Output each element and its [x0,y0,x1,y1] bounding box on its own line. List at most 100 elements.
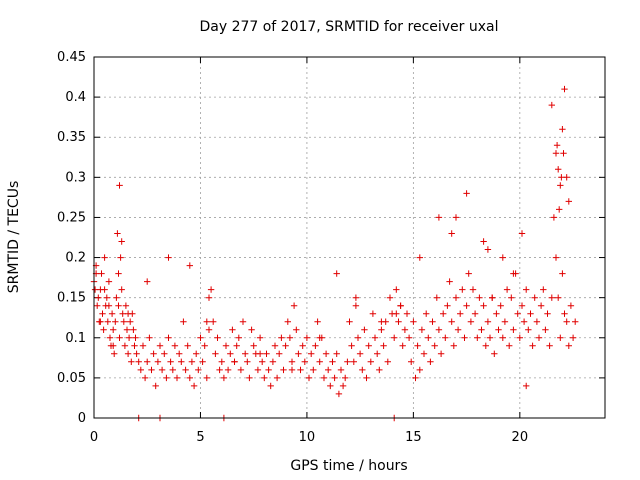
data-point [518,302,526,309]
data-point [115,302,122,309]
data-point [121,342,129,349]
data-point [312,342,319,349]
data-point [239,318,247,325]
y-tick-label: 0.25 [57,210,86,225]
data-point [186,262,193,269]
y-tick-label: 0 [78,411,86,426]
data-point [510,270,517,277]
data-point [329,358,336,365]
data-point [144,278,151,285]
data-point [115,270,122,277]
data-point [99,310,106,317]
data-point [98,270,105,277]
data-point [284,318,291,325]
data-point [339,382,347,390]
data-point [261,374,268,382]
y-tick-label: 0.05 [57,371,86,386]
data-point [229,326,236,333]
y-tick-label: 0.3 [65,170,86,185]
data-point [561,310,568,317]
data-point [446,278,453,285]
data-point [97,318,104,325]
data-point [535,334,543,341]
data-point [235,334,242,341]
data-point [354,334,362,341]
data-point [384,358,391,365]
data-point [246,374,253,382]
data-point [435,214,443,221]
data-point [256,350,264,357]
y-tick-label: 0.35 [57,130,86,145]
data-point [227,350,234,357]
data-point [167,358,174,365]
data-point [222,342,230,349]
data-point [127,318,134,325]
data-point [459,286,466,293]
data-point [557,334,564,341]
data-point [176,350,183,357]
data-point [259,358,266,365]
data-point [186,374,193,382]
data-point [263,350,270,357]
data-point [120,318,127,325]
data-point [480,238,487,245]
y-tick-labels: 0 0.05 0.1 0.15 0.2 0.25 0.3 0.35 0.4 0.45 [57,50,86,426]
data-point [293,326,300,333]
data-point [112,318,119,325]
data-point [132,334,139,341]
data-point [280,366,287,374]
data-point [286,334,294,341]
data-point [552,254,560,261]
data-point [118,238,125,245]
data-point [165,254,172,261]
data-point [220,374,228,382]
data-point [565,342,572,349]
data-point [403,310,411,317]
data-point [369,310,377,317]
data-point [363,374,370,382]
data-point [135,358,142,365]
data-point [520,318,528,325]
data-point [523,286,530,293]
data-point [454,326,462,333]
data-point [203,374,210,382]
data-point [290,302,298,309]
data-point [254,366,262,374]
data-point [171,342,179,349]
data-point [335,390,343,398]
data-point [205,294,213,301]
x-tick-label: 15 [405,430,422,445]
data-point [482,342,489,349]
data-point [201,342,208,349]
data-point [561,85,568,93]
data-point [450,342,457,349]
data-point [416,254,423,261]
data-point [207,286,215,293]
data-point [433,294,440,301]
data-point [169,366,176,374]
data-point [104,318,111,325]
data-point [491,350,498,357]
data-point [416,366,423,374]
data-point [410,318,417,325]
data-point [448,230,455,237]
data-point [371,334,379,341]
data-point [391,334,398,341]
data-point [374,350,381,357]
data-point [101,286,108,293]
data-point [484,246,492,253]
data-point [116,334,123,341]
data-point [548,294,555,301]
data-point [367,358,374,365]
data-point [548,101,555,109]
data-point [303,334,311,341]
y-tick-label: 0.2 [65,251,86,266]
data-point [124,310,132,317]
data-point [131,342,138,349]
data-point [497,302,504,309]
data-point [553,142,561,149]
data-point [542,326,549,333]
data-point [556,206,563,213]
data-point [540,286,547,293]
